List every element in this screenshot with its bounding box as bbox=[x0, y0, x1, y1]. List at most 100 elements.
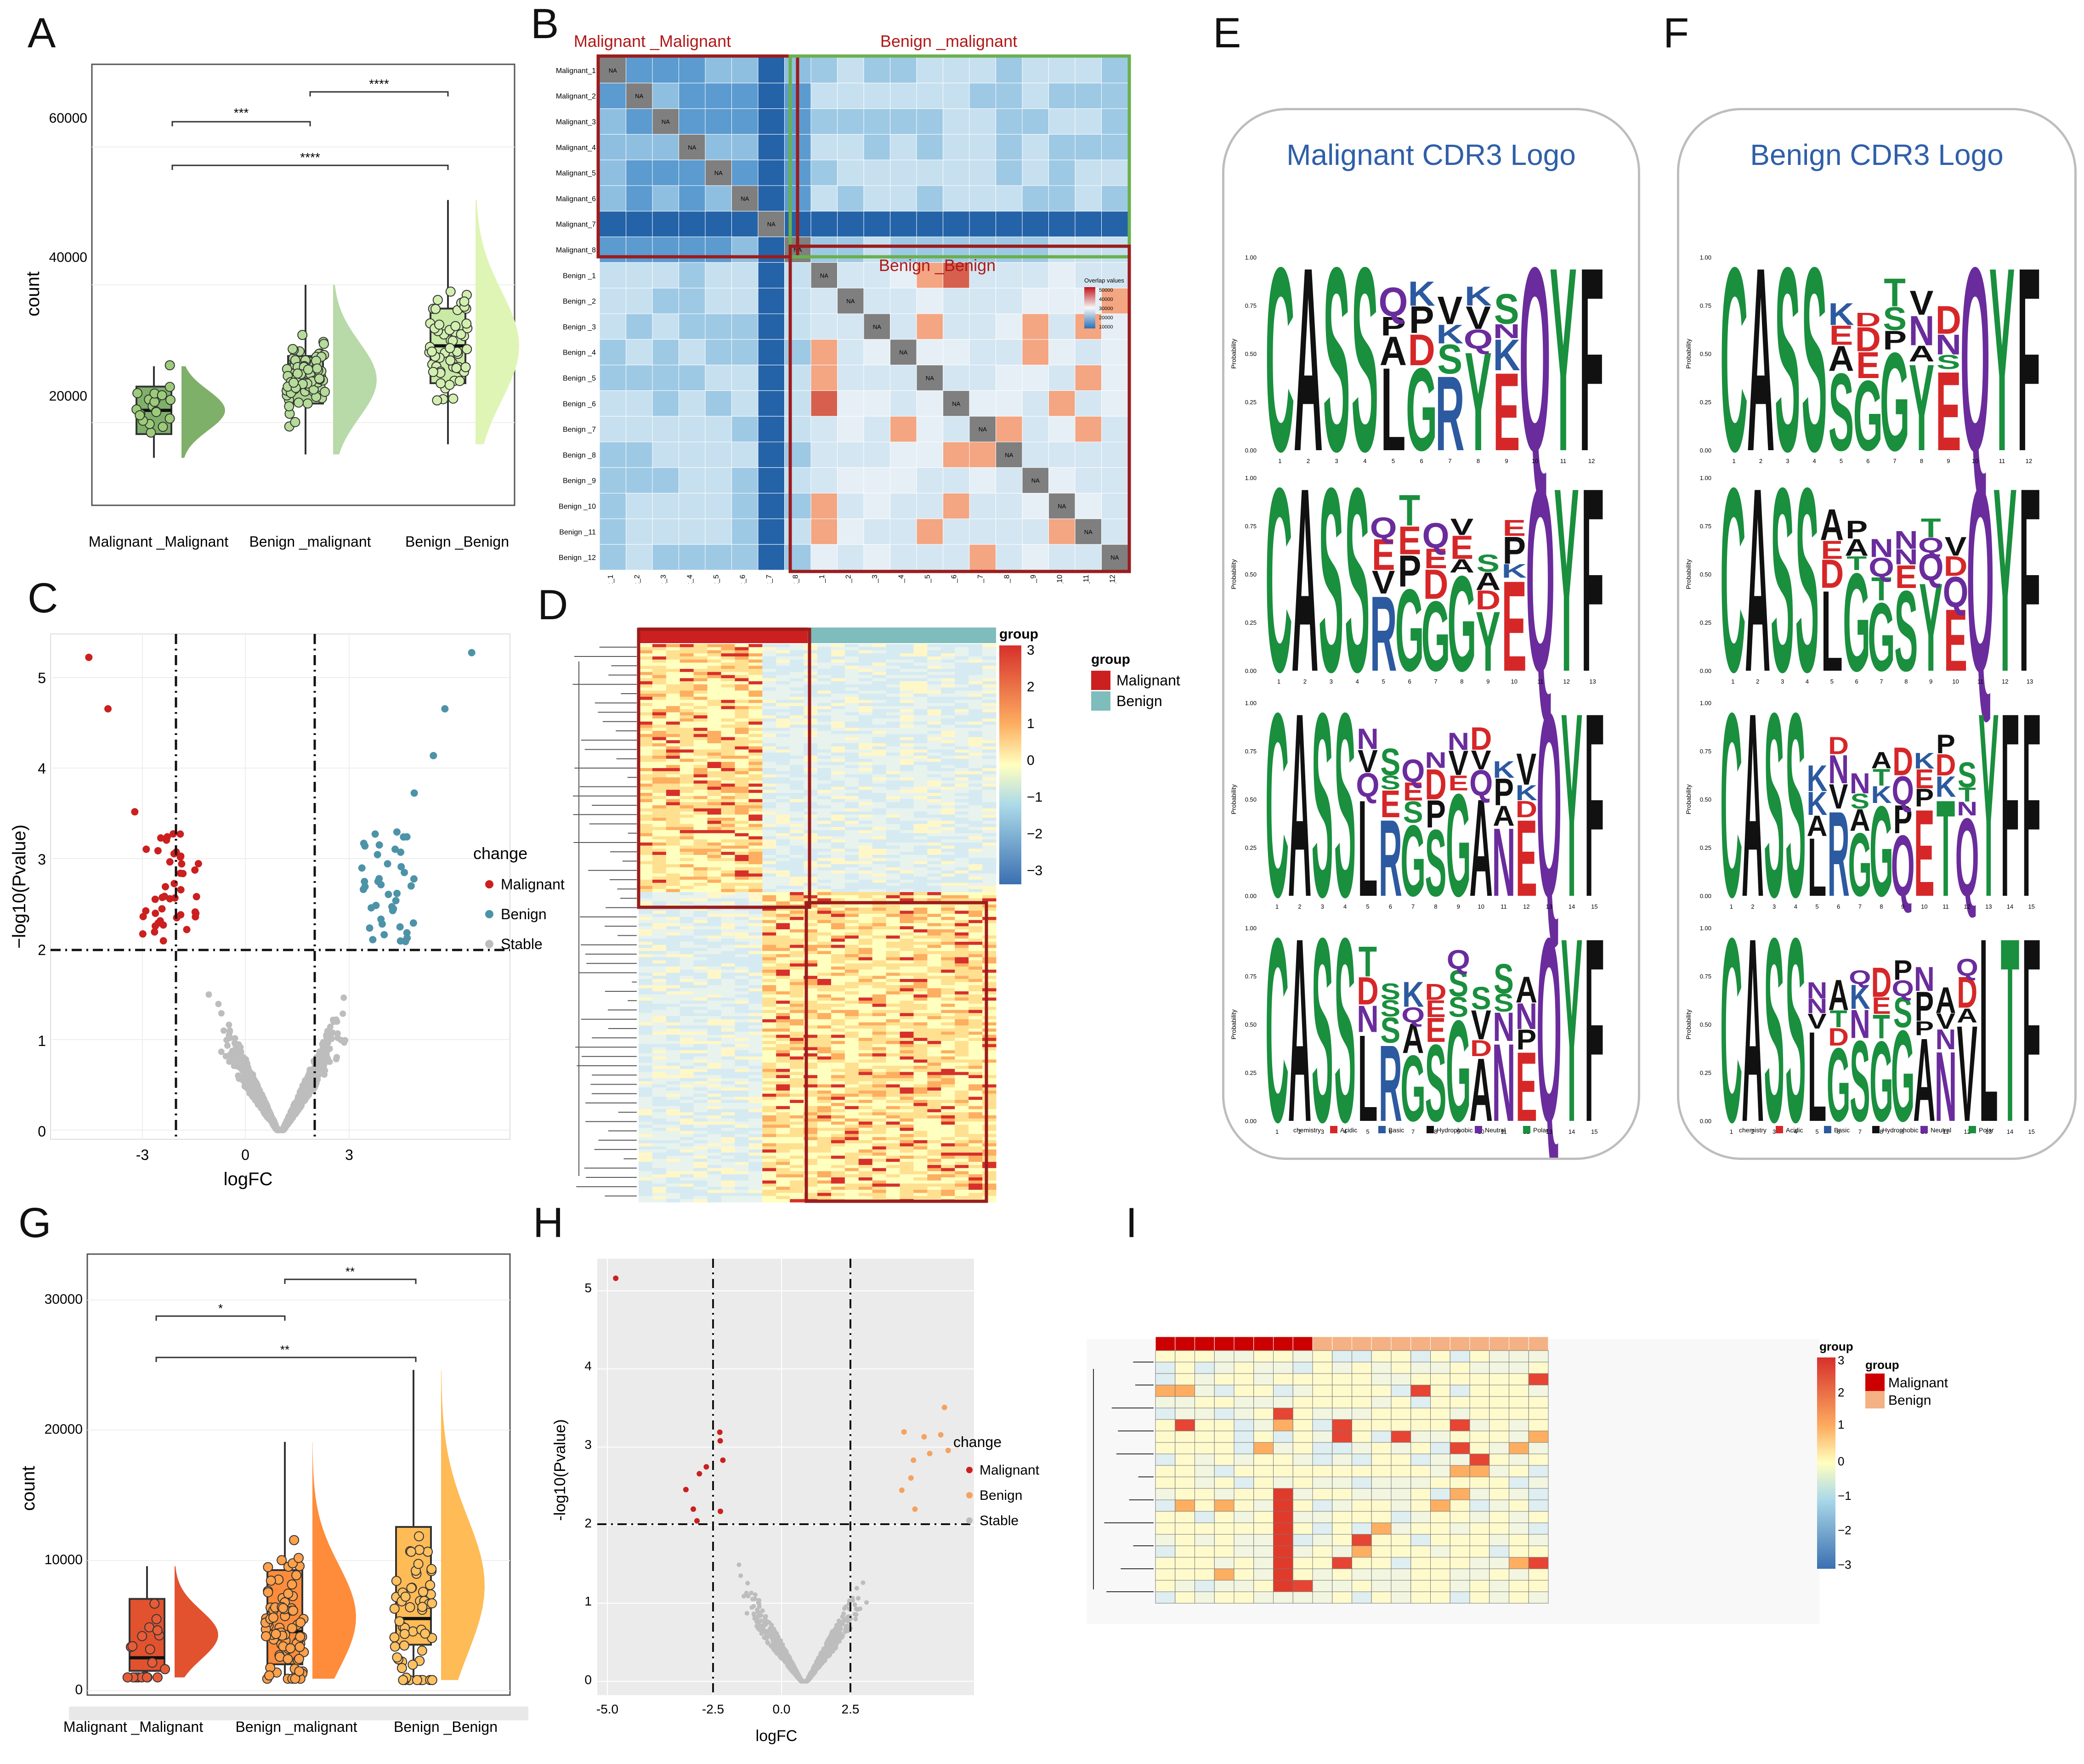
heatmap-cell bbox=[913, 808, 928, 812]
benign-point bbox=[369, 936, 377, 944]
heatmap-cell bbox=[831, 942, 845, 945]
heatmap-cell bbox=[784, 288, 811, 314]
heatmap-cell bbox=[748, 684, 763, 688]
heatmap-cell bbox=[858, 1001, 873, 1004]
heatmap-cell bbox=[790, 669, 804, 673]
heatmap-cell bbox=[679, 441, 706, 468]
heatmap-cell bbox=[900, 895, 914, 899]
heatmap-cell bbox=[721, 731, 735, 735]
heatmap-cell bbox=[913, 672, 928, 675]
heatmap-cell bbox=[955, 920, 969, 923]
heatmap-cell bbox=[652, 839, 667, 843]
heatmap-cell bbox=[666, 991, 680, 995]
heatmap-cell bbox=[817, 724, 832, 728]
heatmap-cell bbox=[748, 824, 763, 827]
heatmap-cell bbox=[941, 672, 955, 675]
heatmap-cell bbox=[927, 706, 941, 710]
heatmap-cell bbox=[982, 944, 997, 948]
heatmap-cell bbox=[863, 211, 890, 237]
heatmap-cell bbox=[886, 852, 900, 855]
heatmap-cell bbox=[817, 951, 832, 955]
heatmap-cell bbox=[900, 672, 914, 675]
heatmap-cell bbox=[858, 687, 873, 691]
heatmap-cell bbox=[968, 892, 983, 896]
heatmap-cell bbox=[652, 1001, 667, 1004]
heatmap-cell bbox=[790, 1016, 804, 1020]
heatmap-cell bbox=[872, 920, 887, 923]
heatmap-cell bbox=[790, 939, 804, 942]
col-label: Malignant_5 bbox=[713, 575, 720, 583]
heatmap-cell bbox=[707, 954, 722, 958]
heatmap-cell bbox=[1075, 339, 1102, 366]
heatmap-cell bbox=[913, 790, 928, 793]
heatmap-cell bbox=[680, 848, 694, 852]
heatmap-cell bbox=[639, 678, 653, 682]
heatmap-cell bbox=[639, 833, 653, 837]
heatmap-cell bbox=[844, 818, 859, 821]
heatmap-cell bbox=[804, 979, 818, 983]
heatmap-cell bbox=[776, 882, 790, 886]
heatmap-cell bbox=[886, 907, 900, 911]
heatmap-cell bbox=[831, 898, 845, 902]
heatmap-cell bbox=[916, 390, 943, 417]
heatmap-cell bbox=[680, 1025, 694, 1029]
heatmap-cell bbox=[858, 1019, 873, 1023]
heatmap-cell bbox=[900, 833, 914, 837]
heatmap-cell bbox=[955, 737, 969, 741]
heatmap-cell bbox=[666, 662, 680, 666]
heatmap-cell bbox=[831, 706, 845, 710]
heatmap-cell bbox=[721, 1022, 735, 1026]
heatmap-cell bbox=[872, 678, 887, 682]
stable-point bbox=[265, 1107, 272, 1114]
panel-a-ytick-2: 40000 bbox=[49, 250, 87, 265]
heatmap-cell bbox=[666, 824, 680, 827]
heatmap-cell bbox=[955, 991, 969, 995]
heatmap-cell bbox=[941, 780, 955, 784]
heatmap-cell bbox=[652, 743, 667, 747]
heatmap-cell bbox=[955, 836, 969, 840]
heatmap-cell bbox=[941, 659, 955, 663]
benign-point bbox=[401, 869, 408, 876]
heatmap-cell bbox=[721, 833, 735, 837]
heatmap-cell bbox=[680, 731, 694, 735]
heatmap-cell bbox=[844, 743, 859, 747]
heatmap-cell bbox=[735, 889, 749, 893]
heatmap-cell bbox=[748, 1004, 763, 1007]
heatmap-cell bbox=[639, 675, 653, 678]
heatmap-cell bbox=[707, 749, 722, 753]
heatmap-cell bbox=[900, 917, 914, 921]
heatmap-cell bbox=[639, 696, 653, 700]
heatmap-cell bbox=[817, 889, 832, 893]
heatmap-cell bbox=[817, 960, 832, 964]
heatmap-cell bbox=[837, 493, 864, 519]
heatmap-cell bbox=[886, 820, 900, 824]
heatmap-cell bbox=[913, 675, 928, 678]
heatmap-cell bbox=[680, 969, 694, 973]
heatmap-cell bbox=[707, 644, 722, 648]
heatmap-cell bbox=[844, 752, 859, 756]
heatmap-cell bbox=[900, 700, 914, 703]
heatmap-cell bbox=[679, 288, 706, 314]
heatmap-cell bbox=[900, 944, 914, 948]
heatmap-cell bbox=[652, 1022, 667, 1026]
data-point bbox=[432, 395, 442, 406]
heatmap-cell bbox=[776, 758, 790, 762]
heatmap-cell bbox=[762, 944, 776, 948]
heatmap-cell bbox=[748, 783, 763, 787]
heatmap-cell bbox=[748, 756, 763, 759]
panel-b-legend-tick-4: 20000 bbox=[1099, 315, 1113, 321]
col-label: Malignant_8 bbox=[792, 575, 799, 583]
heatmap-cell bbox=[748, 957, 763, 961]
heatmap-cell bbox=[900, 969, 914, 973]
heatmap-cell bbox=[762, 758, 776, 762]
heatmap-cell bbox=[927, 873, 941, 877]
heatmap-cell bbox=[776, 724, 790, 728]
heatmap-cell bbox=[776, 895, 790, 899]
heatmap-cell bbox=[666, 1029, 680, 1032]
heatmap-cell bbox=[872, 805, 887, 809]
heatmap-cell bbox=[969, 185, 996, 212]
heatmap-cell bbox=[707, 926, 722, 930]
heatmap-cell bbox=[804, 1013, 818, 1017]
heatmap-cell bbox=[955, 799, 969, 803]
heatmap-cell bbox=[941, 960, 955, 964]
